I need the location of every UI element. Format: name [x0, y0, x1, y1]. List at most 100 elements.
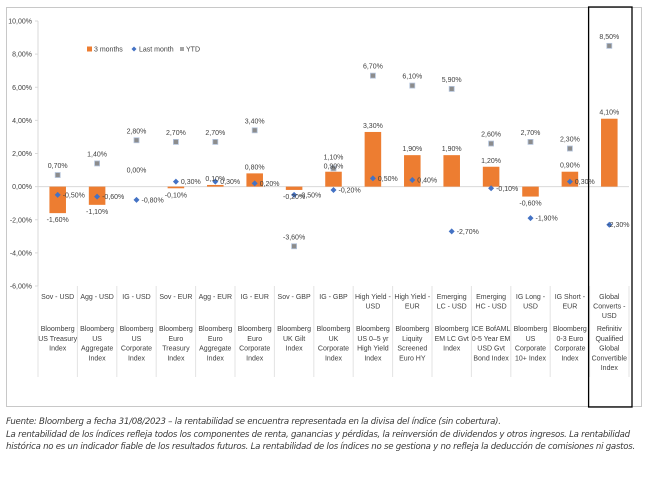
- ytd-label: 5,90%: [442, 77, 462, 84]
- bar-3-months: [207, 184, 224, 187]
- category-label: High Yield -: [355, 294, 391, 301]
- ytd-label: 3,40%: [245, 118, 265, 125]
- marker-ytd: [606, 42, 613, 49]
- legend-label-last-month: Last month: [139, 47, 174, 54]
- last-month-label: -0,20%: [339, 187, 361, 194]
- index-name-label: Bloomberg: [317, 326, 351, 333]
- index-name-label: Index: [601, 365, 619, 372]
- category-label: IG - EUR: [241, 294, 269, 301]
- bar-3-months: [49, 186, 66, 214]
- legend-label-ytd: YTD: [186, 47, 200, 54]
- footnote-disclaimer: La rentabilidad de los índices refleja t…: [6, 429, 636, 453]
- last-month-label: 0,40%: [417, 178, 437, 185]
- index-name-label: Screened: [397, 346, 427, 353]
- legend-swatch-ytd: [180, 47, 184, 51]
- marker-last-month: [251, 180, 258, 187]
- category-label: Agg - EUR: [199, 294, 232, 301]
- index-name-label: 0-5 Year EM: [472, 336, 511, 343]
- index-name-label: Euro: [247, 336, 262, 343]
- ytd-label: 2,60%: [481, 132, 501, 139]
- ytd-label: 2,70%: [166, 130, 186, 137]
- marker-ytd: [488, 140, 495, 147]
- index-name-label: 0-3 Euro: [556, 336, 583, 343]
- last-month-label: -1,90%: [536, 216, 558, 223]
- index-name-label: Index: [443, 346, 461, 353]
- index-name-label: Corporate: [515, 346, 546, 353]
- last-month-label: -0,50%: [63, 192, 85, 199]
- index-name-label: Index: [246, 355, 264, 362]
- bar-label: -1,60%: [47, 217, 69, 224]
- marker-ytd: [409, 82, 416, 89]
- index-name-label: 10+ Index: [515, 355, 546, 362]
- index-name-label: Bloomberg: [41, 326, 75, 333]
- category-label: Emerging: [437, 294, 467, 301]
- bar-3-months: [285, 186, 303, 190]
- last-month-label: -0,60%: [102, 194, 124, 201]
- legend-swatch-3-months: [87, 46, 92, 52]
- marker-last-month: [566, 178, 573, 185]
- legend-label-3-months: 3 months: [94, 47, 123, 54]
- ytd-label: 2,80%: [127, 128, 147, 135]
- bar-label: 1,90%: [442, 146, 462, 153]
- index-name-label: UK Gilt: [283, 336, 305, 343]
- ytd-label: 2,70%: [521, 130, 541, 137]
- marker-last-month: [527, 215, 534, 222]
- category-label: EUR: [405, 304, 420, 311]
- bar-label: -0,60%: [519, 201, 541, 208]
- bar-3-months: [522, 186, 539, 197]
- index-name-label: High Yield: [357, 346, 389, 353]
- marker-ytd: [212, 139, 219, 145]
- marker-ytd: [94, 160, 100, 167]
- index-name-label: EM LC Gvt: [435, 336, 469, 343]
- index-name-label: Index: [364, 355, 382, 362]
- last-month-label: 0,50%: [378, 176, 398, 183]
- ytd-label: 1,40%: [87, 151, 107, 158]
- index-name-label: Global: [599, 346, 620, 353]
- marker-last-month: [212, 178, 219, 185]
- index-name-label: Euro: [208, 336, 223, 343]
- index-name-label: Treasury: [162, 346, 190, 353]
- category-label: Agg - USD: [80, 294, 113, 301]
- category-label: Sov - GBP: [278, 294, 311, 301]
- category-label: High Yield -: [394, 294, 430, 301]
- last-month-label: 0,20%: [260, 181, 280, 188]
- bar-label: 4,10%: [599, 110, 619, 117]
- footnote: Fuente: Bloomberg a fecha 31/08/2023 – l…: [6, 416, 651, 454]
- ytd-label: 6,10%: [402, 74, 422, 81]
- marker-last-month: [291, 191, 298, 198]
- marker-ytd: [251, 127, 258, 134]
- marker-last-month: [172, 178, 179, 185]
- returns-chart: 10,00% 8,00% 6,00% 4,00% 2,00% 0,00% -2,00% -4,…: [8, 6, 633, 408]
- last-month-label: -2,30%: [607, 222, 629, 229]
- index-name-label: Index: [207, 355, 225, 362]
- category-label: IG - GBP: [319, 294, 348, 301]
- index-name-label: Aggregate: [81, 346, 113, 353]
- index-name-label: Corporate: [554, 346, 585, 353]
- index-name-label: Refinitiv: [597, 326, 622, 333]
- index-name-label: Index: [325, 355, 343, 362]
- footnote-source: Fuente: Bloomberg a fecha 31/08/2023 – l…: [6, 417, 501, 427]
- index-name-label: Index: [89, 355, 107, 362]
- category-label: HC - USD: [476, 304, 507, 311]
- y-tick-label: -2,00%: [10, 217, 32, 224]
- bar-3-months: [601, 118, 618, 187]
- last-month-label: -2,70%: [457, 229, 479, 236]
- y-tick-label: 0,00%: [12, 184, 32, 191]
- bar-label: 0,90%: [560, 163, 580, 170]
- marker-last-month: [488, 185, 495, 192]
- bar-label: -0,10%: [165, 192, 187, 199]
- index-name-label: Bloomberg: [198, 326, 232, 333]
- index-name-label: Bloomberg: [277, 326, 311, 333]
- marker-ytd: [448, 86, 455, 92]
- bar-label: 0,90%: [324, 164, 344, 171]
- index-name-label: Index: [286, 346, 304, 353]
- ytd-label: 6,70%: [363, 64, 383, 71]
- index-name-label: US: [92, 336, 102, 343]
- bar-label: -1,10%: [86, 209, 108, 216]
- marker-last-month: [369, 175, 376, 182]
- ytd-label: -3,60%: [283, 234, 305, 241]
- bar-label: 0,00%: [127, 168, 147, 175]
- bar-3-months: [246, 173, 263, 187]
- category-label: USD: [602, 313, 617, 320]
- index-name-label: US: [132, 336, 142, 343]
